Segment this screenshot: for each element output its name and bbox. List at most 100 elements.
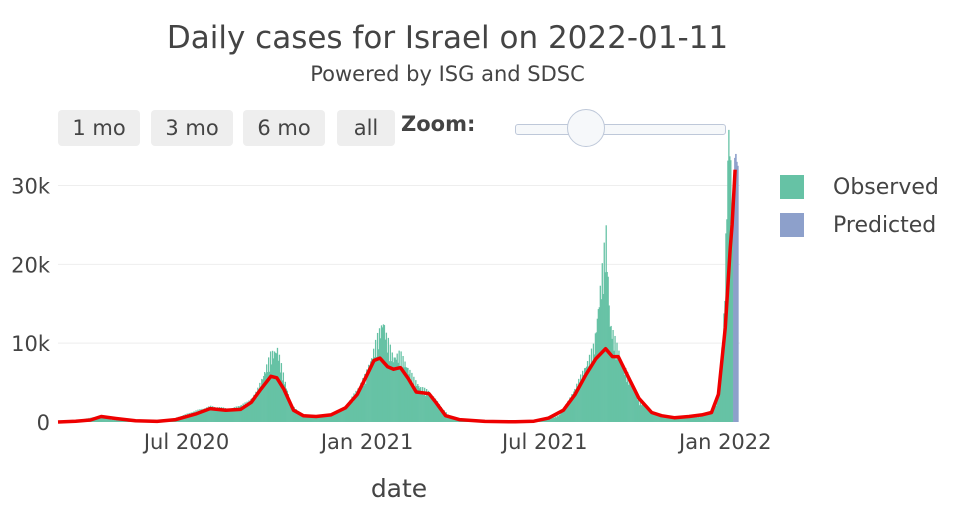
observed-bar [669, 417, 671, 422]
observed-bar [687, 417, 689, 422]
observed-bar [251, 398, 253, 422]
observed-bar [107, 418, 109, 422]
observed-bar [355, 390, 357, 422]
observed-bar [376, 332, 379, 422]
observed-bar [455, 417, 457, 422]
observed-bar [471, 419, 473, 422]
observed-bar [551, 417, 553, 422]
observed-bar [582, 370, 584, 422]
observed-bar [378, 328, 381, 422]
observed-bar [342, 407, 344, 422]
observed-bar [614, 335, 616, 422]
observed-bar [619, 360, 621, 422]
observed-bar [417, 383, 419, 422]
observed-bar [537, 420, 540, 422]
observed-bar [684, 418, 686, 422]
observed-bar [323, 415, 326, 422]
observed-bar [182, 415, 184, 422]
observed-bar [532, 420, 535, 422]
observed-bar [410, 380, 412, 422]
zoom-slider-handle[interactable] [567, 109, 606, 147]
observed-bar [617, 359, 619, 422]
observed-bar [130, 420, 132, 422]
observed-bar [730, 160, 732, 422]
observed-bar [265, 373, 267, 422]
observed-bar [662, 417, 664, 422]
observed-bar [295, 409, 297, 422]
observed-bar [659, 414, 661, 422]
observed-bar [595, 332, 598, 422]
observed-bar [534, 420, 537, 422]
observed-bar [433, 401, 436, 422]
observed-bar [719, 382, 721, 422]
observed-bar [287, 394, 289, 422]
observed-bar [681, 417, 683, 422]
observed-bar [731, 211, 733, 422]
observed-bar [723, 313, 725, 422]
observed-bar [370, 361, 372, 422]
observed-bar [247, 405, 249, 422]
range-all-button[interactable]: all [337, 110, 395, 146]
observed-bar [722, 354, 724, 422]
observed-bar [589, 366, 592, 422]
observed-bar [536, 420, 539, 422]
observed-bar [541, 419, 544, 422]
observed-bar [406, 367, 408, 422]
observed-bar [363, 385, 365, 422]
legend-item-predicted[interactable]: Predicted [780, 206, 939, 244]
observed-bar [386, 352, 389, 422]
observed-bar [97, 416, 99, 422]
observed-bar [217, 408, 220, 422]
range-1-month-button[interactable]: 1 mo [58, 110, 140, 146]
observed-bar [703, 414, 705, 422]
observed-bar [329, 413, 332, 422]
observed-bar [238, 406, 240, 422]
observed-bar [383, 325, 386, 422]
observed-bar [582, 375, 585, 422]
range-3-month-button[interactable]: 3 mo [151, 110, 233, 146]
observed-bar [278, 354, 281, 422]
observed-bar [660, 416, 662, 422]
observed-bar [615, 359, 617, 422]
observed-bar [81, 419, 83, 422]
range-6-month-button[interactable]: 6 mo [243, 110, 325, 146]
observed-bar [194, 412, 196, 422]
observed-bar [465, 419, 467, 422]
observed-bar [420, 387, 422, 422]
observed-bar [372, 348, 375, 422]
observed-bar [276, 347, 279, 422]
observed-bar [140, 421, 142, 422]
observed-bar [364, 373, 366, 422]
observed-bar [267, 357, 270, 422]
observed-bar [186, 413, 188, 422]
observed-bar [657, 414, 659, 422]
observed-bar [284, 381, 286, 422]
observed-bar [273, 351, 276, 422]
observed-bar [122, 420, 125, 422]
observed-bar [480, 420, 483, 422]
observed-bar [427, 390, 430, 422]
observed-bar [357, 388, 359, 422]
observed-bar [201, 408, 203, 422]
observed-bar [528, 421, 530, 422]
zoom-slider-track[interactable] [515, 124, 726, 135]
observed-bar [254, 397, 256, 422]
observed-bar [616, 342, 618, 422]
observed-bar [224, 408, 227, 422]
observed-bar [336, 410, 338, 422]
observed-bar [288, 399, 290, 422]
observed-bar [646, 407, 649, 422]
observed-bar [362, 378, 364, 422]
observed-bar [99, 416, 101, 422]
observed-bar [412, 386, 414, 422]
observed-bar [178, 416, 180, 422]
legend-item-observed[interactable]: Observed [780, 168, 939, 206]
observed-bar [181, 416, 183, 422]
observed-bar [92, 417, 94, 422]
observed-bar [304, 414, 306, 422]
observed-bar [103, 417, 105, 422]
observed-bar [668, 417, 670, 422]
observed-bar [525, 421, 527, 422]
observed-bar [543, 419, 546, 422]
observed-bar [208, 406, 210, 422]
